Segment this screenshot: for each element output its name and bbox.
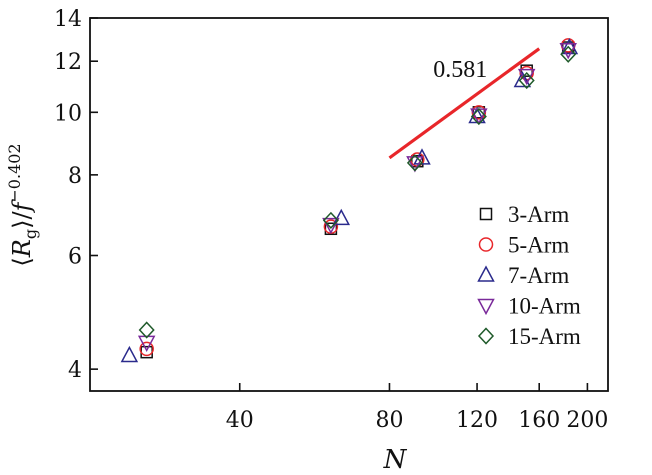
slope-annotation: 0.581 (433, 57, 487, 83)
y-tick-label: 14 (54, 7, 82, 32)
legend-label: 3-Arm (508, 202, 569, 227)
x-axis-title: N (383, 445, 408, 475)
y-axis-close: ⟩/ (8, 211, 36, 229)
legend-item: 15-Arm (477, 324, 581, 349)
legend: 3-Arm 5-Arm 7-Arm 10-Arm 15-Arm (477, 202, 581, 349)
x-tick-label: 200 (566, 408, 608, 433)
data-point (513, 70, 532, 88)
series-15-arm (138, 45, 577, 339)
x-tick-label: 120 (456, 408, 498, 433)
data-point (332, 208, 351, 226)
legend-marker (477, 298, 495, 316)
legend-item: 10-Arm (477, 294, 581, 319)
y-axis-var: R (8, 239, 36, 258)
y-tick-label: 10 (54, 101, 82, 126)
y-axis-title: ⟨Rg⟩/f−0.402 (5, 143, 40, 266)
legend-marker (477, 265, 495, 282)
data-point (138, 321, 155, 339)
data-point (322, 211, 339, 230)
y-tick-label: 6 (68, 244, 82, 269)
data-point (560, 37, 579, 55)
y-axis-sub: g (21, 229, 40, 239)
legend-marker (478, 237, 494, 252)
y-axis-open-bracket: ⟨ (8, 257, 36, 266)
data-point (470, 107, 487, 126)
legend-label: 15-Arm (508, 324, 581, 349)
legend-label: 5-Arm (508, 233, 569, 258)
legend-marker (477, 327, 495, 345)
y-tick-label: 8 (68, 164, 82, 189)
y-tick-label: 4 (68, 358, 82, 383)
y-axis-exponent: −0.402 (5, 143, 24, 202)
legend-label: 7-Arm (508, 263, 569, 288)
data-points (120, 37, 579, 363)
legend-item: 5-Arm (478, 233, 569, 258)
x-tick-label: 80 (375, 408, 403, 433)
x-axis-ticks: 40 80 120 160 200 (226, 383, 608, 433)
legend-marker (479, 207, 493, 221)
data-point (120, 345, 139, 363)
legend-item: 3-Arm (479, 202, 569, 227)
fit-line (388, 47, 541, 160)
data-point (139, 341, 154, 357)
y-axis-ticks: 4 6 8 10 12 14 (54, 7, 98, 383)
y-tick-label: 12 (54, 50, 82, 75)
plot-frame (89, 17, 609, 392)
data-point (322, 217, 340, 235)
x-tick-label: 160 (518, 408, 560, 433)
data-point (406, 156, 424, 173)
data-point (406, 154, 423, 172)
x-tick-label: 40 (226, 408, 254, 433)
data-point (560, 45, 577, 63)
legend-label: 10-Arm (508, 294, 581, 319)
legend-item: 7-Arm (477, 263, 569, 288)
data-point (518, 71, 535, 90)
